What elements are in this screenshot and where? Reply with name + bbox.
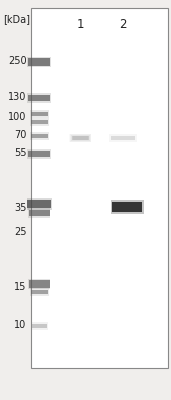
FancyBboxPatch shape <box>31 8 168 368</box>
FancyBboxPatch shape <box>28 208 50 218</box>
FancyBboxPatch shape <box>73 136 88 140</box>
FancyBboxPatch shape <box>29 210 50 216</box>
Text: 10: 10 <box>14 320 27 330</box>
Text: 250: 250 <box>8 56 27 66</box>
FancyBboxPatch shape <box>31 290 48 294</box>
FancyBboxPatch shape <box>30 288 49 296</box>
FancyBboxPatch shape <box>112 202 142 212</box>
FancyBboxPatch shape <box>72 136 89 140</box>
FancyBboxPatch shape <box>28 58 50 66</box>
FancyBboxPatch shape <box>69 134 91 142</box>
FancyBboxPatch shape <box>31 134 48 138</box>
FancyBboxPatch shape <box>29 280 50 288</box>
Text: 130: 130 <box>8 92 27 102</box>
FancyBboxPatch shape <box>28 151 50 157</box>
FancyBboxPatch shape <box>31 322 48 330</box>
FancyBboxPatch shape <box>32 324 47 328</box>
FancyBboxPatch shape <box>71 135 90 141</box>
FancyBboxPatch shape <box>28 95 50 101</box>
FancyBboxPatch shape <box>31 112 48 116</box>
FancyBboxPatch shape <box>27 200 51 208</box>
FancyBboxPatch shape <box>111 136 135 140</box>
FancyBboxPatch shape <box>31 120 48 124</box>
Text: 15: 15 <box>14 282 27 292</box>
Text: 70: 70 <box>14 130 27 140</box>
Text: 55: 55 <box>14 148 27 158</box>
Text: [kDa]: [kDa] <box>3 14 30 24</box>
FancyBboxPatch shape <box>109 134 137 142</box>
FancyBboxPatch shape <box>27 149 51 159</box>
FancyBboxPatch shape <box>27 198 52 210</box>
Text: 2: 2 <box>119 18 127 31</box>
FancyBboxPatch shape <box>30 110 49 118</box>
Text: 25: 25 <box>14 227 27 237</box>
FancyBboxPatch shape <box>27 93 51 102</box>
Text: 35: 35 <box>14 203 27 213</box>
FancyBboxPatch shape <box>30 132 49 140</box>
FancyBboxPatch shape <box>111 200 144 214</box>
FancyBboxPatch shape <box>28 279 50 289</box>
Text: 1: 1 <box>77 18 84 31</box>
FancyBboxPatch shape <box>30 118 49 126</box>
FancyBboxPatch shape <box>70 134 91 142</box>
Text: 100: 100 <box>8 112 27 122</box>
FancyBboxPatch shape <box>27 57 51 67</box>
